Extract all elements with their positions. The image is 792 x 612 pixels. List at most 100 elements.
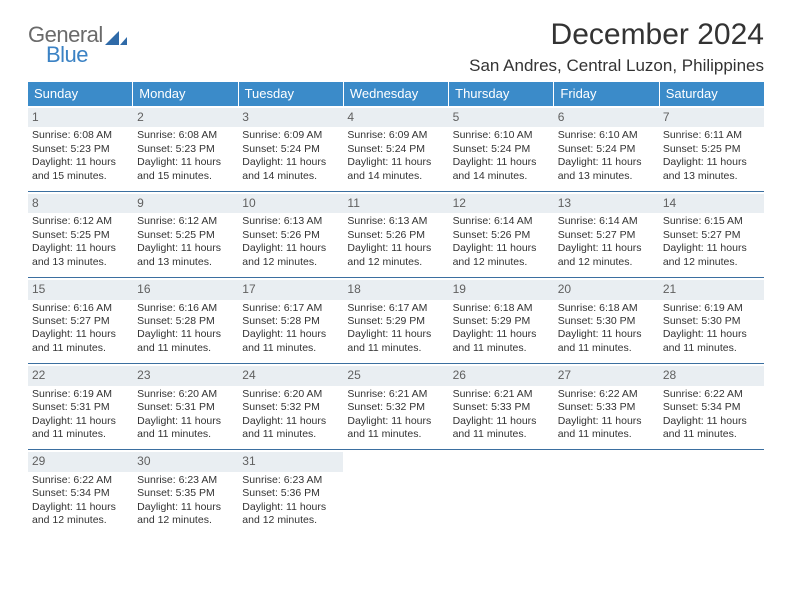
sunrise-text: Sunrise: 6:20 AM [137, 388, 234, 401]
sunset-text: Sunset: 5:30 PM [663, 315, 760, 328]
sunset-text: Sunset: 5:25 PM [32, 229, 129, 242]
sunset-text: Sunset: 5:34 PM [32, 487, 129, 500]
calendar-day-cell [343, 450, 448, 535]
day-number: 29 [28, 452, 133, 471]
sunrise-text: Sunrise: 6:16 AM [32, 302, 129, 315]
daylight-text: Daylight: 11 hours and 11 minutes. [558, 328, 655, 355]
calendar-day-cell: 15Sunrise: 6:16 AMSunset: 5:27 PMDayligh… [28, 278, 133, 363]
daylight-text: Daylight: 11 hours and 11 minutes. [347, 415, 444, 442]
logo-sail-icon [105, 29, 127, 45]
calendar-day-cell: 17Sunrise: 6:17 AMSunset: 5:28 PMDayligh… [238, 278, 343, 363]
weekday-header: Monday [133, 82, 238, 106]
calendar-day-cell: 6 Sunrise: 6:10 AMSunset: 5:24 PMDaylight… [554, 106, 659, 191]
daylight-text: Daylight: 11 hours and 11 minutes. [137, 415, 234, 442]
daylight-text: Daylight: 11 hours and 11 minutes. [137, 328, 234, 355]
sunset-text: Sunset: 5:30 PM [558, 315, 655, 328]
sunrise-text: Sunrise: 6:20 AM [242, 388, 339, 401]
calendar-day-cell: 13Sunrise: 6:14 AMSunset: 5:27 PMDayligh… [554, 192, 659, 277]
sunrise-text: Sunrise: 6:09 AM [242, 129, 339, 142]
calendar-day-cell: 30 Sunrise: 6:23 AMSunset: 5:35 PMDayligh… [133, 450, 238, 535]
sunset-text: Sunset: 5:29 PM [347, 315, 444, 328]
sunrise-text: Sunrise: 6:14 AM [453, 215, 550, 228]
weekday-header: Thursday [449, 82, 554, 106]
day-number: 13 [554, 194, 659, 213]
daylight-text: Daylight: 11 hours and 12 minutes. [242, 501, 339, 528]
daylight-text: Daylight: 11 hours and 14 minutes. [347, 156, 444, 183]
daylight-text: Daylight: 11 hours and 11 minutes. [453, 415, 550, 442]
calendar-day-cell [659, 450, 764, 535]
day-number: 22 [28, 366, 133, 385]
day-number: 24 [238, 366, 343, 385]
day-number: 18 [343, 280, 448, 299]
calendar-day-cell: 9Sunrise: 6:12 AMSunset: 5:25 PMDaylight… [133, 192, 238, 277]
day-number: 12 [449, 194, 554, 213]
sunrise-text: Sunrise: 6:22 AM [663, 388, 760, 401]
calendar-day-cell: 20Sunrise: 6:18 AMSunset: 5:30 PMDayligh… [554, 278, 659, 363]
calendar-day-cell [554, 450, 659, 535]
daylight-text: Daylight: 11 hours and 11 minutes. [32, 328, 129, 355]
calendar-day-cell [449, 450, 554, 535]
daylight-text: Daylight: 11 hours and 11 minutes. [242, 415, 339, 442]
sunset-text: Sunset: 5:23 PM [32, 143, 129, 156]
day-number: 1 [28, 108, 133, 127]
sunset-text: Sunset: 5:26 PM [453, 229, 550, 242]
calendar-day-cell: 8Sunrise: 6:12 AMSunset: 5:25 PMDaylight… [28, 192, 133, 277]
sunrise-text: Sunrise: 6:18 AM [453, 302, 550, 315]
calendar-day-cell: 5Sunrise: 6:10 AMSunset: 5:24 PMDaylight… [449, 106, 554, 191]
calendar-day-cell: 24Sunrise: 6:20 AMSunset: 5:32 PMDayligh… [238, 364, 343, 449]
sunrise-text: Sunrise: 6:13 AM [347, 215, 444, 228]
daylight-text: Daylight: 11 hours and 11 minutes. [663, 328, 760, 355]
sunset-text: Sunset: 5:31 PM [32, 401, 129, 414]
weekday-header: Saturday [660, 82, 764, 106]
daylight-text: Daylight: 11 hours and 13 minutes. [137, 242, 234, 269]
sunset-text: Sunset: 5:24 PM [558, 143, 655, 156]
calendar-day-cell: 10Sunrise: 6:13 AMSunset: 5:26 PMDayligh… [238, 192, 343, 277]
calendar-day-cell: 22 Sunrise: 6:19 AMSunset: 5:31 PMDayligh… [28, 364, 133, 449]
day-number: 9 [133, 194, 238, 213]
sunset-text: Sunset: 5:31 PM [137, 401, 234, 414]
day-number: 26 [449, 366, 554, 385]
day-number: 27 [554, 366, 659, 385]
weekday-header: Wednesday [344, 82, 449, 106]
sunset-text: Sunset: 5:27 PM [663, 229, 760, 242]
sunset-text: Sunset: 5:33 PM [453, 401, 550, 414]
sunset-text: Sunset: 5:27 PM [558, 229, 655, 242]
sunset-text: Sunset: 5:32 PM [347, 401, 444, 414]
daylight-text: Daylight: 11 hours and 11 minutes. [347, 328, 444, 355]
sunrise-text: Sunrise: 6:23 AM [137, 474, 234, 487]
daylight-text: Daylight: 11 hours and 11 minutes. [663, 415, 760, 442]
daylight-text: Daylight: 11 hours and 14 minutes. [242, 156, 339, 183]
daylight-text: Daylight: 11 hours and 11 minutes. [453, 328, 550, 355]
calendar-day-cell: 2Sunrise: 6:08 AMSunset: 5:23 PMDaylight… [133, 106, 238, 191]
sunrise-text: Sunrise: 6:21 AM [347, 388, 444, 401]
sunset-text: Sunset: 5:35 PM [137, 487, 234, 500]
daylight-text: Daylight: 11 hours and 11 minutes. [32, 415, 129, 442]
sunrise-text: Sunrise: 6:22 AM [558, 388, 655, 401]
day-number: 30 [133, 452, 238, 471]
daylight-text: Daylight: 11 hours and 12 minutes. [137, 501, 234, 528]
day-number: 20 [554, 280, 659, 299]
calendar-week-row: 8Sunrise: 6:12 AMSunset: 5:25 PMDaylight… [28, 192, 764, 278]
sunrise-text: Sunrise: 6:19 AM [32, 388, 129, 401]
title-block: December 2024 San Andres, Central Luzon,… [469, 18, 764, 76]
day-number: 11 [343, 194, 448, 213]
day-number: 6 [554, 108, 659, 127]
day-number: 28 [659, 366, 764, 385]
sunset-text: Sunset: 5:33 PM [558, 401, 655, 414]
calendar-day-cell: 7Sunrise: 6:11 AMSunset: 5:25 PMDaylight… [659, 106, 764, 191]
daylight-text: Daylight: 11 hours and 15 minutes. [137, 156, 234, 183]
calendar-week-row: 29Sunrise: 6:22 AMSunset: 5:34 PMDayligh… [28, 450, 764, 535]
calendar-day-cell: 18Sunrise: 6:17 AMSunset: 5:29 PMDayligh… [343, 278, 448, 363]
day-number: 14 [659, 194, 764, 213]
calendar-week-row: 15Sunrise: 6:16 AMSunset: 5:27 PMDayligh… [28, 278, 764, 364]
month-title: December 2024 [469, 18, 764, 52]
weekday-header: Tuesday [239, 82, 344, 106]
calendar-day-cell: 29Sunrise: 6:22 AMSunset: 5:34 PMDayligh… [28, 450, 133, 535]
sunrise-text: Sunrise: 6:14 AM [558, 215, 655, 228]
calendar-day-cell: 26Sunrise: 6:21 AMSunset: 5:33 PMDayligh… [449, 364, 554, 449]
sunrise-text: Sunrise: 6:09 AM [347, 129, 444, 142]
sunrise-text: Sunrise: 6:08 AM [137, 129, 234, 142]
daylight-text: Daylight: 11 hours and 13 minutes. [558, 156, 655, 183]
sunset-text: Sunset: 5:24 PM [347, 143, 444, 156]
sunrise-text: Sunrise: 6:10 AM [558, 129, 655, 142]
